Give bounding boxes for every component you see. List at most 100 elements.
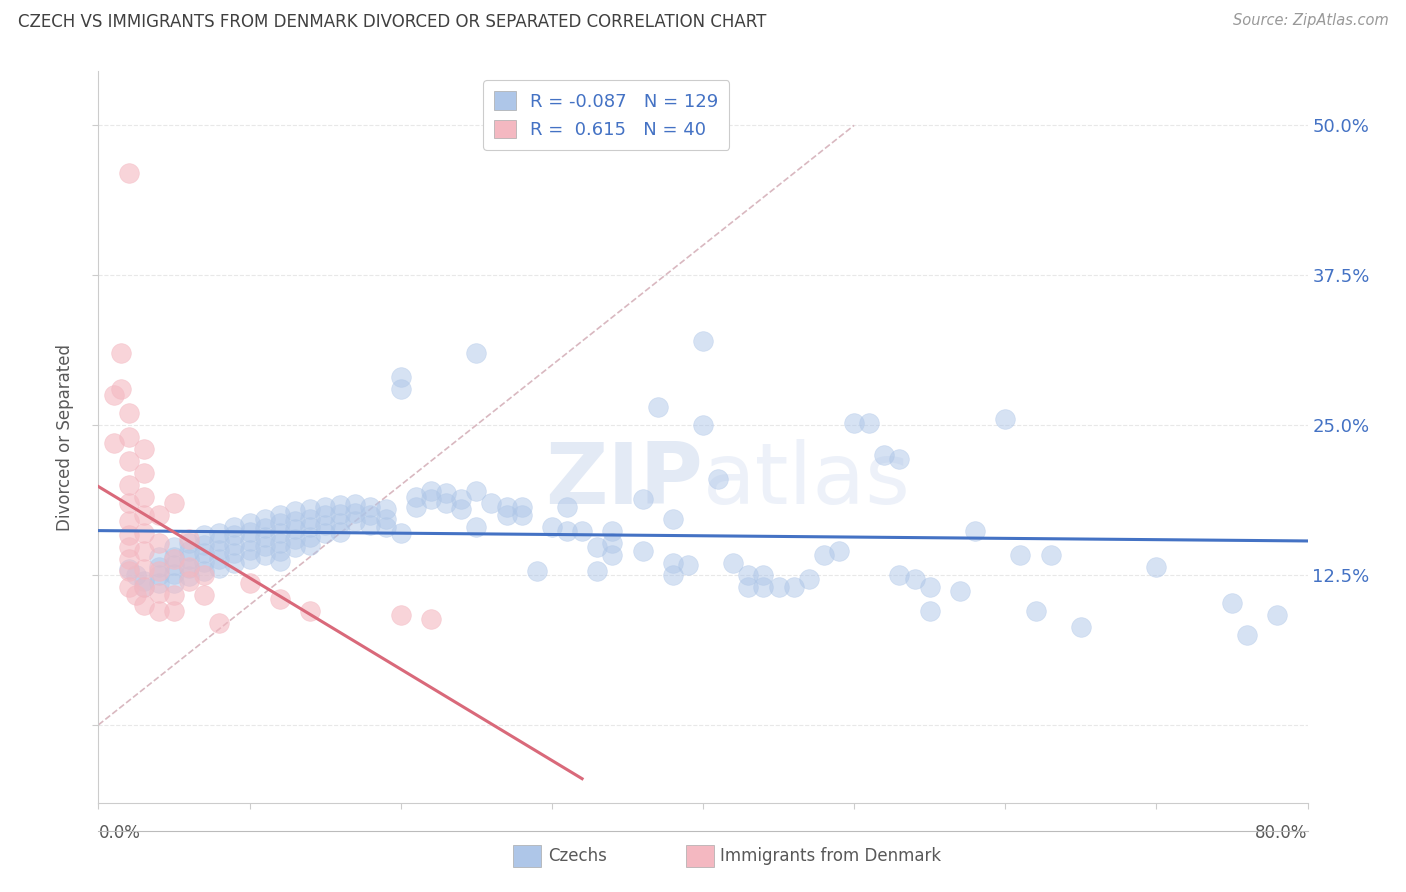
Point bbox=[314, 517, 336, 532]
Point bbox=[602, 524, 624, 538]
Point bbox=[125, 568, 148, 582]
Point bbox=[208, 542, 231, 557]
Point bbox=[329, 499, 352, 513]
Point bbox=[768, 580, 790, 594]
Point bbox=[148, 586, 170, 600]
Point bbox=[586, 565, 609, 579]
Point bbox=[148, 565, 170, 579]
Point bbox=[904, 572, 927, 586]
Point bbox=[949, 583, 972, 598]
Point bbox=[193, 538, 215, 552]
Text: Czechs: Czechs bbox=[548, 847, 607, 865]
Point bbox=[132, 580, 155, 594]
Point bbox=[389, 607, 412, 622]
Text: 80.0%: 80.0% bbox=[1256, 824, 1308, 842]
Point bbox=[420, 612, 443, 626]
Point bbox=[344, 514, 367, 528]
Point bbox=[389, 526, 412, 541]
Point bbox=[224, 538, 246, 552]
Point bbox=[193, 546, 215, 560]
Point bbox=[118, 580, 141, 594]
Point bbox=[374, 520, 396, 534]
Point bbox=[208, 561, 231, 575]
Point bbox=[555, 500, 578, 514]
Point bbox=[148, 576, 170, 591]
Point bbox=[692, 334, 714, 348]
Point bbox=[110, 346, 132, 360]
Point bbox=[692, 418, 714, 433]
Point bbox=[132, 466, 155, 480]
Point bbox=[118, 514, 141, 528]
Point bbox=[163, 558, 186, 573]
Point bbox=[269, 535, 291, 549]
Point bbox=[253, 511, 276, 525]
Point bbox=[148, 568, 170, 582]
Point bbox=[676, 558, 699, 573]
Point bbox=[163, 549, 186, 564]
Point bbox=[540, 520, 562, 534]
Point bbox=[224, 546, 246, 560]
Point bbox=[148, 559, 170, 574]
Point bbox=[314, 500, 336, 514]
Point bbox=[239, 534, 262, 549]
Point bbox=[737, 568, 759, 582]
Point bbox=[179, 561, 201, 575]
Point bbox=[374, 502, 396, 516]
Point bbox=[647, 400, 669, 414]
Point bbox=[118, 528, 141, 542]
Point bbox=[797, 572, 820, 586]
Text: ZIP: ZIP bbox=[546, 440, 703, 523]
Point bbox=[269, 553, 291, 567]
Point bbox=[918, 580, 941, 594]
Point bbox=[269, 508, 291, 522]
Point bbox=[193, 528, 215, 542]
Point bbox=[179, 535, 201, 549]
Point bbox=[253, 548, 276, 562]
Point bbox=[269, 544, 291, 558]
Point bbox=[118, 454, 141, 468]
Point bbox=[1144, 559, 1167, 574]
Point bbox=[434, 496, 457, 510]
Point bbox=[208, 552, 231, 566]
Point bbox=[179, 552, 201, 566]
Point bbox=[284, 504, 307, 518]
Point bbox=[586, 541, 609, 555]
Point bbox=[132, 598, 155, 612]
Point bbox=[193, 555, 215, 569]
Point bbox=[844, 416, 866, 430]
Point bbox=[707, 472, 730, 486]
Point bbox=[631, 492, 654, 507]
Point bbox=[661, 556, 683, 570]
Point bbox=[723, 556, 745, 570]
Point bbox=[405, 500, 427, 514]
Point bbox=[148, 549, 170, 564]
Point bbox=[269, 591, 291, 606]
Point bbox=[450, 492, 472, 507]
Point bbox=[329, 524, 352, 539]
Point bbox=[420, 483, 443, 498]
Point bbox=[965, 524, 987, 538]
Point bbox=[389, 370, 412, 384]
Point bbox=[314, 508, 336, 522]
Point bbox=[224, 556, 246, 570]
Point bbox=[495, 508, 517, 522]
Point bbox=[253, 521, 276, 535]
Point bbox=[631, 544, 654, 558]
Point bbox=[148, 604, 170, 618]
Point bbox=[163, 552, 186, 566]
Point bbox=[118, 478, 141, 492]
Point bbox=[132, 526, 155, 541]
Point bbox=[179, 532, 201, 546]
Point bbox=[465, 346, 488, 360]
Point bbox=[510, 500, 533, 514]
Point bbox=[465, 483, 488, 498]
Point bbox=[118, 406, 141, 420]
Point bbox=[284, 532, 307, 546]
Point bbox=[344, 506, 367, 520]
Point bbox=[208, 534, 231, 549]
Point bbox=[132, 562, 155, 576]
Point bbox=[163, 496, 186, 510]
Point bbox=[239, 552, 262, 566]
Point bbox=[602, 535, 624, 549]
Point bbox=[737, 580, 759, 594]
